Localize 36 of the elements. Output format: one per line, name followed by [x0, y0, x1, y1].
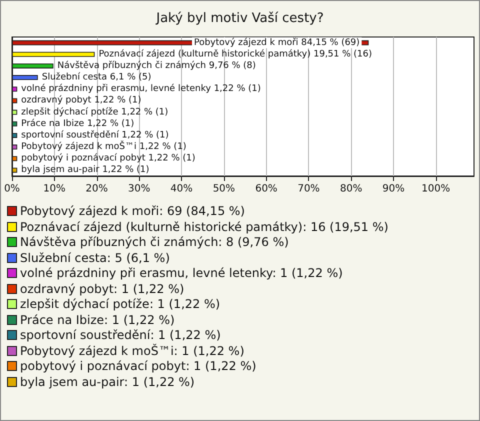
- category-label: byla jsem au-pair 1,22 % (1): [21, 165, 150, 176]
- category-label: Práce na Ibize 1,22 % (1): [21, 118, 134, 129]
- category-label: zlepšit dýchací potíže 1,22 % (1): [21, 107, 168, 118]
- x-tick-label: 90%: [382, 184, 405, 194]
- category-label: Poznávací zájezd (kulturně historické památky) 19,51 % (16): [98, 49, 372, 60]
- text: ozdravný pobyt: 1 (1,22 %): [19, 282, 186, 297]
- category-label: pobytový i poznávací pobyt 1,22 % (1): [21, 154, 196, 164]
- text: pobytový i poznávací pobyt: 1 (1,22 %): [19, 359, 258, 374]
- x-tick-label: 100%: [422, 184, 450, 194]
- text: Služební cesta: 5 (6,1 %): [19, 250, 171, 266]
- x-tick-label: 20%: [86, 184, 108, 194]
- text: Práce na Ibize: 1 (1,22 %): [19, 312, 176, 328]
- x-tick-label: 50%: [212, 184, 236, 194]
- x-tick-label: 80%: [340, 184, 362, 194]
- x-tick-label: 40%: [170, 184, 193, 194]
- text: zlepšit dýchací potíže: 1 (1,22 %): [19, 297, 222, 312]
- text: sportovní soustředění: 1 (1,22 %): [19, 328, 222, 344]
- category-label: Pobytový zájezd k moři 84,15 % (69): [194, 38, 360, 48]
- text: Návštěva příbuzných či známých: 8 (9,76 %): [19, 235, 290, 250]
- x-tick-label: 30%: [128, 184, 150, 194]
- category-label: Pobytový zájezd k moŠ™i 1,22 % (1): [21, 142, 186, 152]
- text: Pobytový zájezd k moři: 69 (84,15 %): [19, 204, 246, 220]
- x-tick-label: 60%: [255, 184, 278, 194]
- category-label: Služební cesta 6,1 % (5): [42, 72, 152, 83]
- text: Pobytový zájezd k moŠ™i: 1 (1,22 %): [19, 344, 246, 359]
- text: byla jsem au-pair: 1 (1,22 %): [19, 374, 196, 390]
- category-label: volné prázdniny při erasmu, levné letenky 1,22 % (1): [21, 84, 261, 94]
- x-tick-label: 10%: [43, 184, 66, 194]
- x-tick-label: 0%: [4, 184, 20, 194]
- category-label: Návštěva příbuzných či známých 9,76 % (8): [57, 60, 256, 71]
- category-label: ozdravný pobyt 1,22 % (1): [21, 96, 142, 106]
- chart-title: Jaký byl motiv Vaší cesty?: [155, 11, 324, 26]
- x-tick-label: 70%: [298, 184, 320, 194]
- text: volné prázdniny při erasmu, levné letenky: 1 (1,22 %): [19, 266, 344, 282]
- category-label: sportovní soustředění 1,22 % (1): [21, 130, 169, 140]
- text: Poznávací zájezd (kulturně historické památky): 16 (19,51 %): [19, 220, 388, 235]
